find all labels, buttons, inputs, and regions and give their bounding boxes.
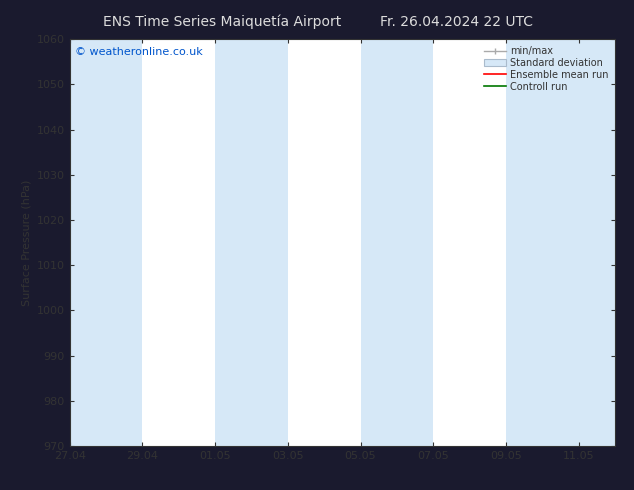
Bar [215,39,288,446]
Legend: min/max, Standard deviation, Ensemble mean run, Controll run: min/max, Standard deviation, Ensemble me… [482,44,610,94]
Text: © weatheronline.co.uk: © weatheronline.co.uk [75,48,203,57]
Bar [70,39,143,446]
Y-axis label: Surface Pressure (hPa): Surface Pressure (hPa) [21,179,31,306]
Text: Fr. 26.04.2024 22 UTC: Fr. 26.04.2024 22 UTC [380,15,533,29]
Text: ENS Time Series Maiquetía Airport: ENS Time Series Maiquetía Airport [103,15,341,29]
Bar [361,39,433,446]
Bar [506,39,615,446]
